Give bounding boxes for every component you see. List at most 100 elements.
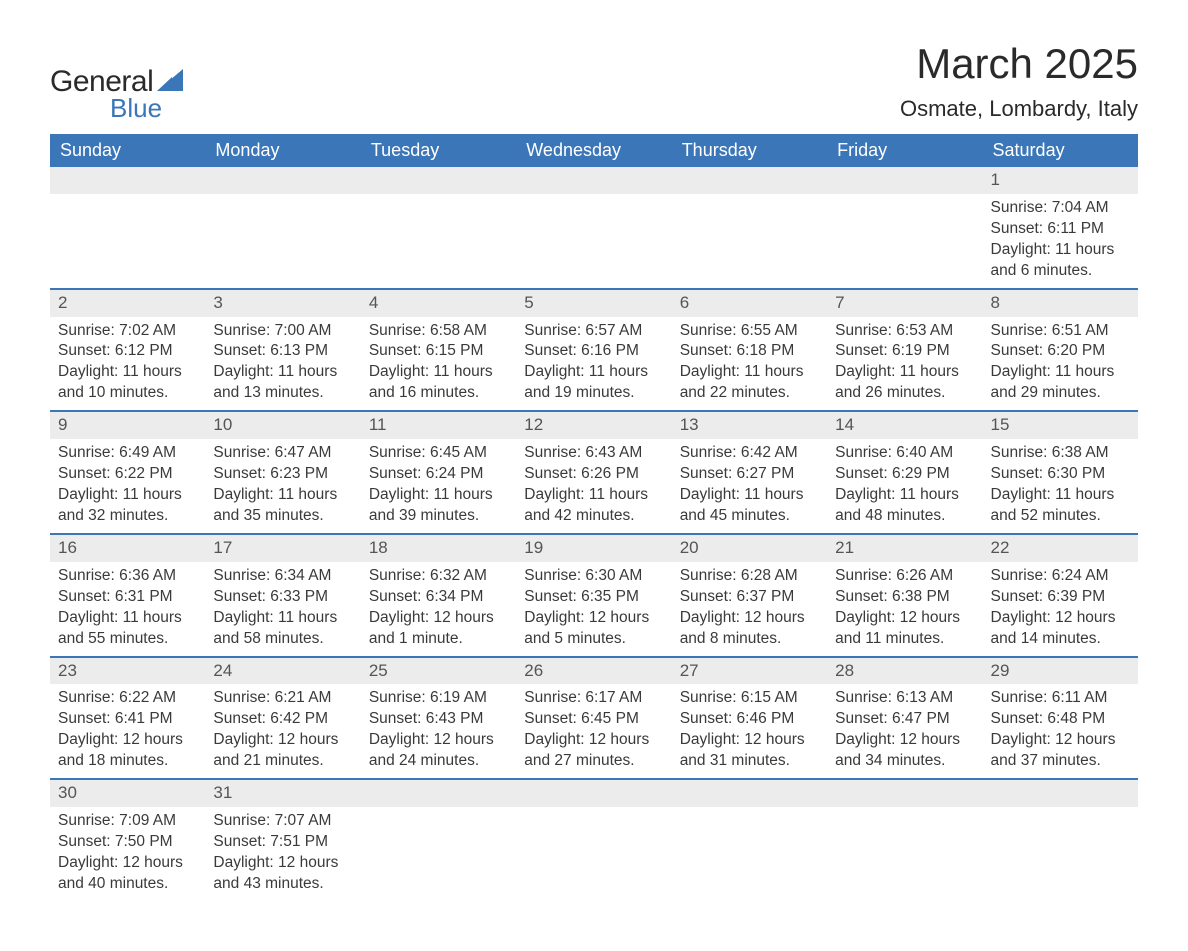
day-detail-cell: [827, 194, 982, 289]
daylight-text: Daylight: 11 hours and 26 minutes.: [835, 362, 974, 404]
sunrise-text: Sunrise: 6:26 AM: [835, 566, 974, 587]
sunrise-text: Sunrise: 6:40 AM: [835, 443, 974, 464]
day-number-cell: [50, 167, 205, 194]
sunset-text: Sunset: 6:23 PM: [213, 464, 352, 485]
day-detail-row: Sunrise: 6:49 AMSunset: 6:22 PMDaylight:…: [50, 439, 1138, 534]
day-detail-row: Sunrise: 6:22 AMSunset: 6:41 PM Daylight:…: [50, 684, 1138, 779]
sunset-text: Sunset: 6:35 PM: [524, 587, 663, 608]
day-number-row: 1: [50, 167, 1138, 194]
day-number-cell: 10: [205, 411, 360, 439]
day-number-cell: 13: [672, 411, 827, 439]
sunset-text: Sunset: 6:13 PM: [213, 341, 352, 362]
sunset-text: Sunset: 6:20 PM: [991, 341, 1130, 362]
sunrise-text: Sunrise: 7:09 AM: [58, 811, 197, 832]
sunrise-text: Sunrise: 6:38 AM: [991, 443, 1130, 464]
sunset-text: Sunset: 7:51 PM: [213, 832, 352, 853]
day-number-cell: 5: [516, 289, 671, 317]
day-number-cell: [516, 779, 671, 807]
sunrise-text: Sunrise: 7:02 AM: [58, 321, 197, 342]
sunset-text: Sunset: 6:34 PM: [369, 587, 508, 608]
weekday-header: Monday: [205, 134, 360, 167]
daylight-text: Daylight: 12 hours and 21 minutes.: [213, 730, 352, 772]
day-number-cell: 30: [50, 779, 205, 807]
day-number-cell: 15: [983, 411, 1138, 439]
day-detail-row: Sunrise: 7:09 AMSunset: 7:50 PMDaylight:…: [50, 807, 1138, 901]
sunrise-text: Sunrise: 6:36 AM: [58, 566, 197, 587]
daylight-text: Daylight: 11 hours and 45 minutes.: [680, 485, 819, 527]
day-detail-cell: Sunrise: 6:57 AMSunset: 6:16 PMDaylight:…: [516, 317, 671, 412]
daylight-text: Daylight: 11 hours and 58 minutes.: [213, 608, 352, 650]
weekday-header: Thursday: [672, 134, 827, 167]
sunrise-text: Sunrise: 6:53 AM: [835, 321, 974, 342]
day-detail-cell: [827, 807, 982, 901]
daylight-text: Daylight: 12 hours and 1 minute.: [369, 608, 508, 650]
sunrise-text: Sunrise: 6:47 AM: [213, 443, 352, 464]
sunrise-text: Sunrise: 6:34 AM: [213, 566, 352, 587]
day-detail-cell: Sunrise: 6:43 AMSunset: 6:26 PMDaylight:…: [516, 439, 671, 534]
sunrise-text: Sunrise: 6:42 AM: [680, 443, 819, 464]
day-detail-cell: Sunrise: 7:04 AMSunset: 6:11 PMDaylight:…: [983, 194, 1138, 289]
day-number-cell: 20: [672, 534, 827, 562]
daylight-text: Daylight: 11 hours and 52 minutes.: [991, 485, 1130, 527]
sunrise-text: Sunrise: 6:45 AM: [369, 443, 508, 464]
day-detail-cell: Sunrise: 6:36 AMSunset: 6:31 PMDaylight:…: [50, 562, 205, 657]
daylight-text: Daylight: 12 hours and 27 minutes.: [524, 730, 663, 772]
day-number-cell: 28: [827, 657, 982, 685]
daylight-text: Daylight: 11 hours and 29 minutes.: [991, 362, 1130, 404]
day-detail-cell: Sunrise: 6:28 AMSunset: 6:37 PMDaylight:…: [672, 562, 827, 657]
day-number-cell: 29: [983, 657, 1138, 685]
sunrise-text: Sunrise: 6:15 AM: [680, 688, 819, 709]
day-number-cell: 9: [50, 411, 205, 439]
sunrise-text: Sunrise: 6:17 AM: [524, 688, 663, 709]
day-detail-cell: Sunrise: 6:22 AMSunset: 6:41 PMDaylight:…: [50, 684, 205, 779]
daylight-text: Daylight: 11 hours and 16 minutes.: [369, 362, 508, 404]
brand-logo: General Blue: [50, 65, 183, 124]
day-detail-cell: Sunrise: 6:53 AMSunset: 6:19 PMDaylight:…: [827, 317, 982, 412]
daylight-text: Daylight: 12 hours and 24 minutes.: [369, 730, 508, 772]
daylight-text: Daylight: 11 hours and 42 minutes.: [524, 485, 663, 527]
day-detail-cell: Sunrise: 6:40 AMSunset: 6:29 PMDaylight:…: [827, 439, 982, 534]
day-detail-cell: [672, 194, 827, 289]
sunset-text: Sunset: 6:37 PM: [680, 587, 819, 608]
sunrise-text: Sunrise: 6:57 AM: [524, 321, 663, 342]
sunset-text: Sunset: 6:30 PM: [991, 464, 1130, 485]
day-number-cell: 24: [205, 657, 360, 685]
day-number-cell: [516, 167, 671, 194]
day-detail-cell: [516, 194, 671, 289]
day-number-row: 2345678: [50, 289, 1138, 317]
sunset-text: Sunset: 6:41 PM: [58, 709, 197, 730]
sunrise-text: Sunrise: 6:13 AM: [835, 688, 974, 709]
day-detail-cell: Sunrise: 6:24 AMSunset: 6:39 PMDaylight:…: [983, 562, 1138, 657]
day-number-cell: 16: [50, 534, 205, 562]
weekday-header: Friday: [827, 134, 982, 167]
day-detail-cell: Sunrise: 6:42 AMSunset: 6:27 PMDaylight:…: [672, 439, 827, 534]
sunset-text: Sunset: 6:31 PM: [58, 587, 197, 608]
day-detail-cell: Sunrise: 6:51 AMSunset: 6:20 PMDaylight:…: [983, 317, 1138, 412]
daylight-text: Daylight: 11 hours and 39 minutes.: [369, 485, 508, 527]
day-number-row: 16171819202122: [50, 534, 1138, 562]
sunset-text: Sunset: 6:48 PM: [991, 709, 1130, 730]
day-number-cell: 31: [205, 779, 360, 807]
day-detail-cell: [361, 194, 516, 289]
day-number-cell: [827, 779, 982, 807]
day-number-cell: 23: [50, 657, 205, 685]
sunrise-text: Sunrise: 7:00 AM: [213, 321, 352, 342]
day-number-cell: 19: [516, 534, 671, 562]
sunrise-text: Sunrise: 6:58 AM: [369, 321, 508, 342]
sunset-text: Sunset: 6:18 PM: [680, 341, 819, 362]
sunset-text: Sunset: 6:19 PM: [835, 341, 974, 362]
day-detail-cell: Sunrise: 6:30 AMSunset: 6:35 PMDaylight:…: [516, 562, 671, 657]
sunset-text: Sunset: 6:46 PM: [680, 709, 819, 730]
day-detail-row: Sunrise: 7:02 AMSunset: 6:12 PMDaylight:…: [50, 317, 1138, 412]
sunset-text: Sunset: 6:22 PM: [58, 464, 197, 485]
day-detail-cell: [516, 807, 671, 901]
day-detail-cell: Sunrise: 6:45 AMSunset: 6:24 PMDaylight:…: [361, 439, 516, 534]
sunrise-text: Sunrise: 6:22 AM: [58, 688, 197, 709]
weekday-header: Tuesday: [361, 134, 516, 167]
sunset-text: Sunset: 6:11 PM: [991, 219, 1130, 240]
sunset-text: Sunset: 6:39 PM: [991, 587, 1130, 608]
day-detail-cell: Sunrise: 6:19 AMSunset: 6:43 PMDaylight:…: [361, 684, 516, 779]
day-number-row: 9101112131415: [50, 411, 1138, 439]
day-detail-cell: [672, 807, 827, 901]
sunset-text: Sunset: 6:27 PM: [680, 464, 819, 485]
